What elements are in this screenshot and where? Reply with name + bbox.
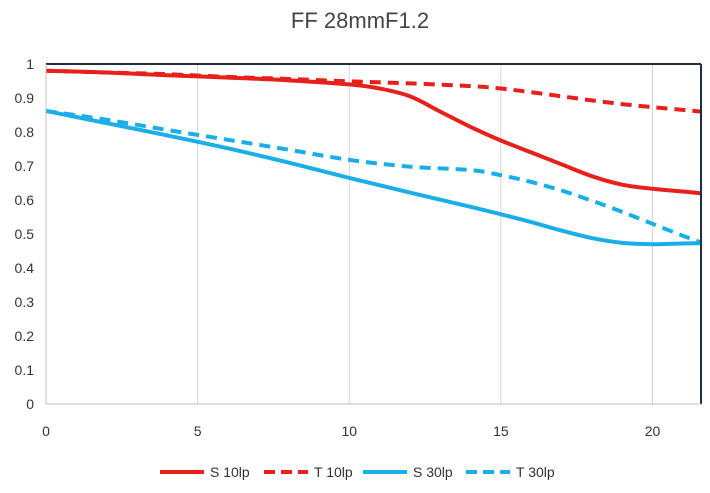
y-tick-label: 0.7 [15, 158, 35, 174]
x-tick-label: 20 [645, 423, 661, 439]
y-tick-label: 0.2 [15, 328, 35, 344]
x-tick-label: 10 [341, 423, 357, 439]
legend-item-t-10lp: T 10lp [264, 464, 353, 480]
x-tick-label: 15 [493, 423, 509, 439]
series-layer [45, 68, 702, 247]
y-tick-label: 0.4 [15, 260, 35, 276]
y-tick-label: 0.5 [15, 226, 35, 242]
x-tick-label: 5 [194, 423, 202, 439]
legend: S 10lp T 10lp S 30lp T 30lp [160, 464, 555, 480]
y-tick-label: 1 [26, 56, 34, 72]
legend-label: S 10lp [210, 464, 250, 480]
chart-title: FF 28mmF1.2 [291, 8, 429, 33]
legend-item-t-30lp: T 30lp [466, 464, 555, 480]
y-tick-label: 0.6 [15, 192, 35, 208]
y-tick-label: 0.1 [15, 362, 35, 378]
legend-label: S 30lp [413, 464, 453, 480]
plot-frame [45, 63, 702, 405]
series-line-t-10lp [45, 68, 702, 114]
y-tick-label: 0.3 [15, 294, 35, 310]
series-line-s-30lp [45, 108, 702, 247]
x-axis-ticks: 0 5 10 15 20 [42, 423, 660, 439]
legend-label: T 30lp [516, 464, 555, 480]
series-line-t-30lp [45, 108, 702, 245]
y-tick-label: 0.8 [15, 124, 35, 140]
legend-item-s-30lp: S 30lp [363, 464, 453, 480]
y-tick-label: 0 [26, 396, 34, 412]
series-line-s-10lp [45, 68, 702, 196]
legend-item-s-10lp: S 10lp [160, 464, 250, 480]
legend-label: T 10lp [314, 464, 353, 480]
y-tick-label: 0.9 [15, 90, 35, 106]
x-tick-label: 0 [42, 423, 50, 439]
y-axis-ticks: 0 0.1 0.2 0.3 0.4 0.5 0.6 0.7 0.8 0.9 1 [15, 56, 35, 412]
grid-layer [197, 64, 653, 404]
